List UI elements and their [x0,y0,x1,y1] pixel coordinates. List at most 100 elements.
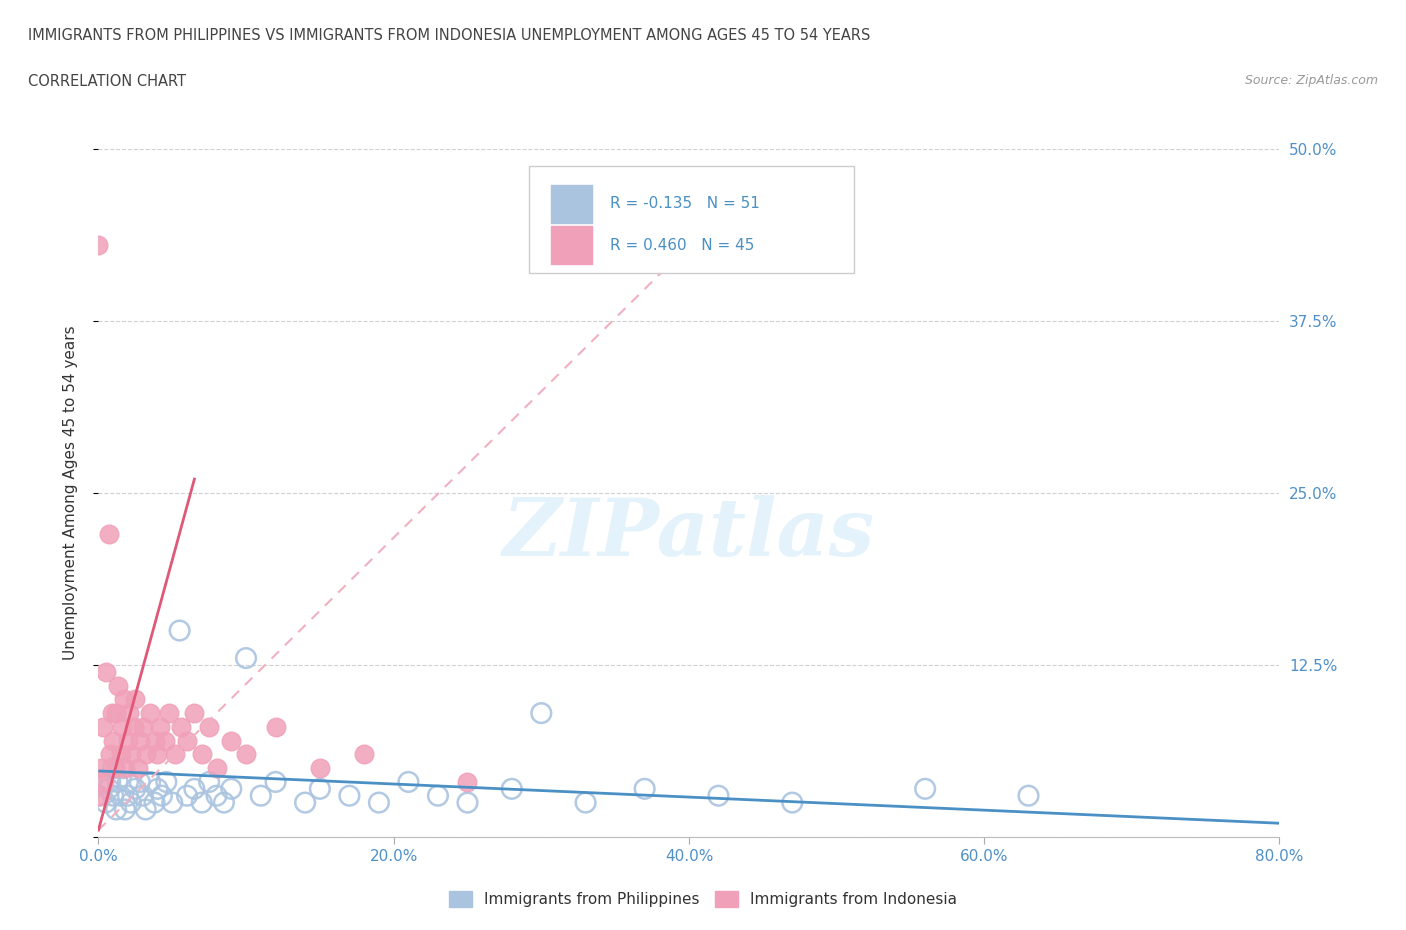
Point [128,733,150,748]
Point [87,238,110,253]
Point [139,706,162,721]
Text: R = -0.135   N = 51: R = -0.135 N = 51 [610,196,759,211]
Legend: Immigrants from Philippines, Immigrants from Indonesia: Immigrants from Philippines, Immigrants … [443,884,963,913]
Point [294,795,316,810]
Point [205,789,228,804]
Point [143,733,166,748]
Point [110,789,132,804]
Point [107,775,129,790]
Point [94,664,117,679]
Point [103,733,125,748]
Point [707,789,730,804]
Point [107,678,129,693]
Point [183,781,205,796]
Point [112,692,135,707]
Point [1017,789,1039,804]
Point [782,795,804,810]
Point [153,733,176,748]
Point [111,720,134,735]
Point [339,789,360,804]
Point [98,747,121,762]
Text: ZIPatlas: ZIPatlas [503,496,875,573]
Point [396,775,419,790]
Text: R = 0.460   N = 45: R = 0.460 N = 45 [610,238,754,253]
FancyBboxPatch shape [551,185,592,223]
Point [198,775,221,790]
Point [574,795,596,810]
Point [132,720,155,735]
FancyBboxPatch shape [530,166,855,272]
Text: Source: ZipAtlas.com: Source: ZipAtlas.com [1244,74,1378,87]
Point [91,775,114,790]
Point [139,775,162,790]
Point [103,761,125,776]
Point [198,720,221,735]
Point [456,795,478,810]
Point [93,775,115,790]
Point [110,747,132,762]
Point [368,795,391,810]
Point [105,706,128,721]
Point [114,761,136,776]
Y-axis label: Unemployment Among Ages 45 to 54 years: Unemployment Among Ages 45 to 54 years [63,326,77,660]
Point [155,775,177,790]
Point [176,733,198,748]
Point [212,795,235,810]
Point [914,781,936,796]
Text: IMMIGRANTS FROM PHILIPPINES VS IMMIGRANTS FROM INDONESIA UNEMPLOYMENT AMONG AGES: IMMIGRANTS FROM PHILIPPINES VS IMMIGRANT… [28,28,870,43]
Point [149,720,172,735]
Point [100,706,122,721]
Point [89,789,111,804]
Point [120,747,142,762]
Point [103,789,125,804]
Point [132,789,155,804]
Point [264,720,287,735]
Point [169,623,191,638]
Point [235,651,257,666]
Point [143,795,166,810]
Point [90,761,112,776]
Point [124,692,146,707]
Point [456,775,478,790]
Point [353,747,375,762]
Point [427,789,450,804]
Point [309,761,332,776]
Point [157,706,180,721]
Point [117,733,139,748]
Point [633,781,655,796]
Point [105,802,128,817]
Point [124,781,146,796]
Point [146,781,169,796]
Point [501,781,523,796]
Point [87,789,110,804]
Point [191,747,214,762]
Point [118,706,141,721]
Point [264,775,287,790]
Point [205,761,228,776]
Point [97,781,120,796]
Point [165,747,187,762]
Point [170,720,193,735]
Point [128,775,150,790]
Point [122,720,145,735]
Point [162,795,183,810]
Point [176,789,198,804]
Point [114,802,136,817]
Point [120,795,142,810]
Point [191,795,214,810]
Point [183,706,205,721]
Point [219,781,242,796]
Point [235,747,257,762]
Point [117,789,139,804]
Point [127,761,149,776]
Point [104,761,127,776]
Point [309,781,332,796]
Point [117,775,139,790]
Point [135,802,157,817]
Point [250,789,273,804]
FancyBboxPatch shape [551,226,592,264]
Point [98,775,121,790]
Point [111,761,134,776]
Text: CORRELATION CHART: CORRELATION CHART [28,74,186,89]
Point [150,789,173,804]
